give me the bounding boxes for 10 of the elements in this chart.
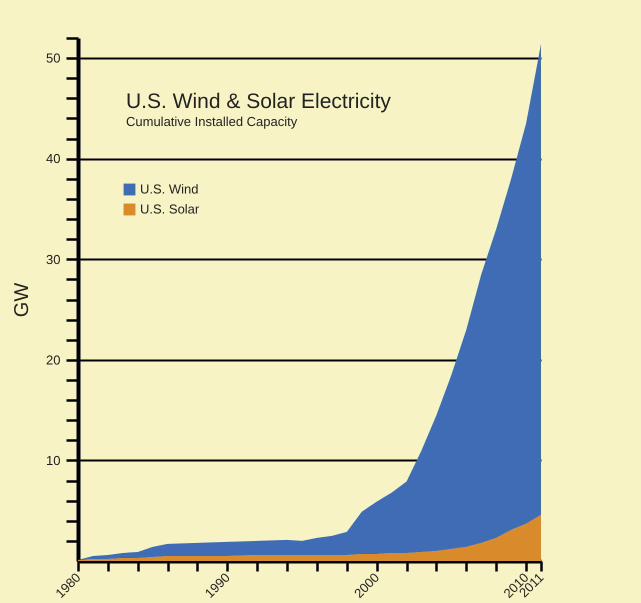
y-tick-label: 30 [46,252,60,267]
legend-label: U.S. Solar [140,202,200,216]
y-tick-label: 40 [46,151,60,166]
y-tick-label: 50 [46,50,60,66]
text: Cumulative Installed Capacity [126,114,298,129]
y-axis-title: GW [11,282,34,318]
y-tick-label: 10 [46,452,60,468]
y-tick-label: 20 [46,352,60,368]
legend-label: U.S. Wind [140,182,199,196]
text: U.S. Wind & Solar Electricity [126,90,392,113]
